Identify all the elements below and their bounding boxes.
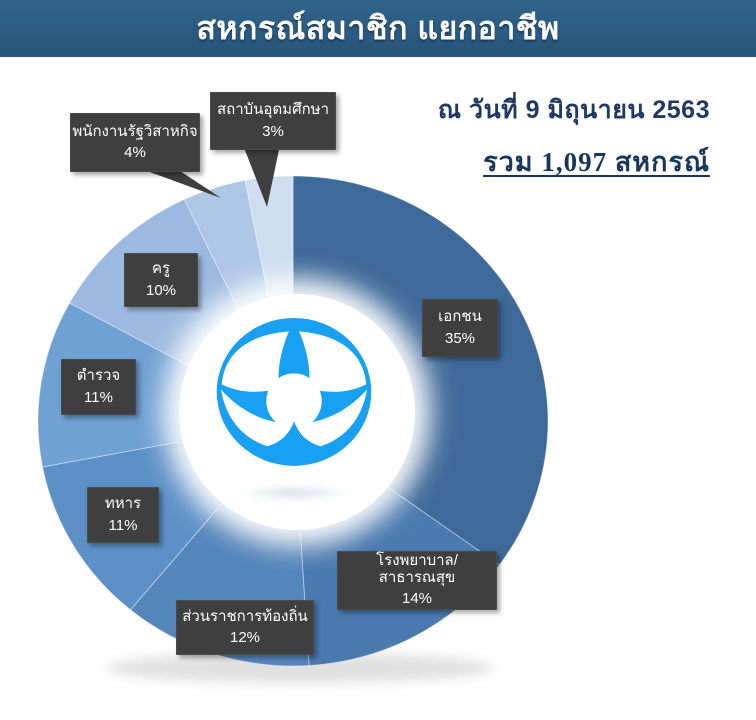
- pie-slice-0: [292, 175, 549, 566]
- logo-reflection: [240, 484, 350, 502]
- callout-label: ส่วนราชการท้องถิ่น: [182, 607, 308, 625]
- callout-hospital-publichealth: โรงพยาบาล/สาธารณสุข 14%: [337, 551, 497, 610]
- callout-teacher: ครู 10%: [124, 253, 198, 307]
- callout-percent: 3%: [262, 122, 284, 140]
- callout-percent: 14%: [401, 590, 433, 608]
- callout-military: ทหาร 11%: [87, 487, 159, 543]
- callout-percent: 11%: [84, 388, 113, 406]
- total-cooperatives: รวม 1,097 สหกรณ์: [483, 147, 710, 177]
- callout-percent: 35%: [444, 329, 476, 347]
- logo-center-circle: [266, 373, 322, 429]
- callout-university: สถาบันอุดมศึกษา 3%: [210, 92, 336, 150]
- page-title: สหกรณ์สมาชิก แยกอาชีพ: [196, 10, 560, 46]
- meta-block: ณ วันที่ 9 มิถุนายน 2563 รวม 1,097 สหกรณ…: [438, 90, 710, 183]
- callout-label: ตำรวจ: [76, 367, 121, 384]
- callout-local-government: ส่วนราชการท้องถิ่น 12%: [176, 600, 314, 655]
- callout-percent: 11%: [108, 516, 138, 534]
- callout-percent: 10%: [145, 281, 177, 299]
- logo-bottom-crescent: [220, 389, 368, 451]
- callout-label: พนักงานรัฐวิสาหกิจ: [72, 122, 198, 140]
- callout-label: ครู: [151, 260, 171, 277]
- callout-label: เอกชน: [438, 308, 482, 325]
- cooperative-logo: [216, 317, 372, 466]
- logo-right-lens: [299, 331, 367, 392]
- callout-tail-state-enterprise: [136, 167, 221, 198]
- callout-percent: 4%: [124, 144, 146, 161]
- logo-left-lens: [221, 331, 289, 392]
- callout-label: สถาบันอุดมศึกษา: [217, 101, 329, 118]
- callout-private-sector: เอกชน 35%: [422, 299, 498, 357]
- logo-fountain: [263, 421, 325, 453]
- as-of-date: ณ วันที่ 9 มิถุนายน 2563: [437, 96, 710, 124]
- callout-label: โรงพยาบาล/สาธารณสุข: [376, 552, 458, 586]
- callout-tail-university: [243, 145, 280, 207]
- header-band: สหกรณ์สมาชิก แยกอาชีพ: [0, 0, 756, 57]
- callout-percent: 12%: [229, 629, 261, 646]
- pie-shadow: [105, 653, 495, 683]
- callout-label: ทหาร: [104, 495, 142, 512]
- callout-police: ตำรวจ 11%: [61, 359, 136, 415]
- callout-state-enterprise: พนักงานรัฐวิสาหกิจ 4%: [70, 113, 200, 172]
